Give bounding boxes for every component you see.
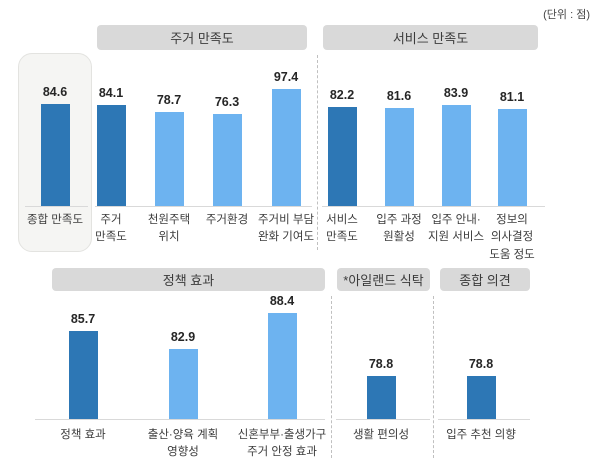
bar-category-label: 종합 만족도 <box>26 214 84 226</box>
bar <box>68 331 98 419</box>
bar <box>168 349 198 419</box>
baseline-island <box>336 419 430 420</box>
bar-category-label: 정책 효과 <box>60 429 106 441</box>
bar-column-info-decision-help: 81.1 <box>483 90 541 206</box>
bar <box>271 89 301 206</box>
bar-category-label: 신혼부부·출생가구 주거 안정 효과 <box>237 429 327 459</box>
baseline-service <box>322 206 545 207</box>
bar-column-policy-effect: 85.7 <box>54 312 112 419</box>
bar-value-label: 81.1 <box>499 90 525 104</box>
bar-column-newlywed-housing-stability: 88.4 <box>253 294 311 419</box>
separator-top-row <box>317 55 318 250</box>
baseline-opinion <box>438 419 530 420</box>
bar-category-label: 입주 과정 원활성 <box>376 214 422 244</box>
bar-column-housing-satisfaction: 84.1 <box>82 86 140 206</box>
bar <box>441 105 471 206</box>
bar <box>327 107 357 206</box>
bar-value-label: 81.6 <box>386 89 412 103</box>
baseline-policy <box>35 419 325 420</box>
baseline-overall <box>25 206 88 207</box>
header-housing-satisfaction: 주거 만족도 <box>97 25 307 50</box>
bar-category-label: 천원주택 위치 <box>147 214 191 244</box>
bar <box>384 108 414 206</box>
bar <box>96 105 126 206</box>
bar-column-housing-environment: 76.3 <box>198 95 256 206</box>
bar-category-label: 주거환경 <box>205 214 249 226</box>
header-policy-effect: 정책 효과 <box>52 268 325 291</box>
bar-category-label: 입주 안내· 지원 서비스 <box>427 214 485 244</box>
bar-value-label: 82.2 <box>329 88 355 102</box>
bar <box>267 313 297 419</box>
header-overall-opinion: 종합 의견 <box>440 268 530 291</box>
header-service-satisfaction: 서비스 만족도 <box>323 25 538 50</box>
bar <box>154 112 184 206</box>
bar-column-housing-location: 78.7 <box>140 93 198 206</box>
bar-category-label: 주거비 부담 완화 기여도 <box>257 214 315 244</box>
bar-column-recommend-intent: 78.8 <box>452 357 510 419</box>
header-island-table: *아일랜드 식탁 <box>337 268 430 291</box>
bar <box>212 114 242 206</box>
bar-value-label: 83.9 <box>443 86 469 100</box>
bar-column-living-convenience: 78.8 <box>352 357 410 419</box>
bar-category-label: 주거 만족도 <box>95 214 127 244</box>
separator-bottom-left <box>331 296 332 458</box>
bar-category-label: 입주 추천 의향 <box>446 429 516 441</box>
bar-value-label: 78.7 <box>156 93 182 107</box>
bar <box>366 376 396 419</box>
bar-category-label: 서비스 만족도 <box>326 214 358 244</box>
separator-bottom-right <box>433 296 434 458</box>
bar <box>40 104 70 206</box>
bar <box>497 109 527 206</box>
unit-note: (단위 : 점) <box>543 9 590 21</box>
bar-column-overall-satisfaction: 84.6 <box>26 85 84 206</box>
baseline-housing <box>95 206 312 207</box>
bar-value-label: 82.9 <box>170 330 196 344</box>
bar-value-label: 97.4 <box>273 70 299 84</box>
bar-value-label: 78.8 <box>468 357 494 371</box>
bar-category-label: 정보의 의사결정 도움 정도 <box>489 214 535 261</box>
bar-column-service-satisfaction: 82.2 <box>313 88 371 206</box>
bar-value-label: 76.3 <box>214 95 240 109</box>
bar-column-movein-process: 81.6 <box>370 89 428 206</box>
bar-value-label: 88.4 <box>269 294 295 308</box>
bar-column-housing-cost-relief: 97.4 <box>257 70 315 206</box>
bar-category-label: 생활 편의성 <box>352 429 410 441</box>
bar-value-label: 78.8 <box>368 357 394 371</box>
bar-value-label: 85.7 <box>70 312 96 326</box>
bar-value-label: 84.6 <box>42 85 68 99</box>
bar-category-label: 출산·양육 계획 영향성 <box>147 429 219 459</box>
bar-column-movein-guide-service: 83.9 <box>427 86 485 206</box>
bar <box>466 376 496 419</box>
bar-value-label: 84.1 <box>98 86 124 100</box>
bar-column-birth-plan-influence: 82.9 <box>154 330 212 419</box>
